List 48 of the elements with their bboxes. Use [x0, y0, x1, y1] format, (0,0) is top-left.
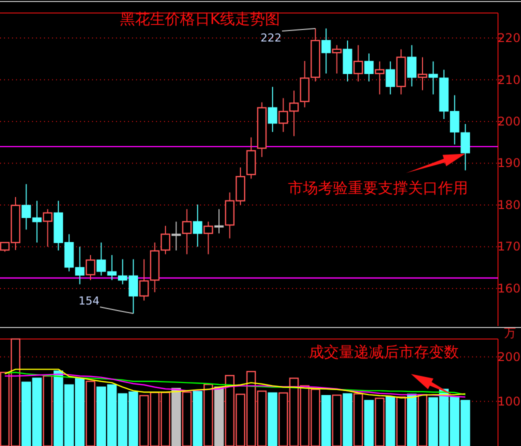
candlestick [150, 242, 160, 293]
y-tick-label: 180 [498, 198, 520, 212]
y-tick-label: 210 [498, 72, 520, 87]
bar [342, 393, 352, 446]
candlestick [171, 221, 181, 251]
bar [364, 400, 374, 446]
bar [332, 394, 342, 446]
chart-title: 黑花生价格日K线走势图 [120, 10, 280, 28]
y-tick-label: 190 [498, 156, 520, 170]
candlestick [42, 208, 52, 248]
bar [192, 391, 202, 446]
bar [353, 393, 364, 446]
bar [268, 392, 278, 446]
candlestick [460, 124, 470, 171]
y-tick-label: 200 [498, 350, 520, 364]
bar [396, 396, 406, 446]
candlestick [407, 44, 416, 87]
bar [171, 388, 181, 446]
bar [407, 394, 417, 446]
candlestick [321, 28, 331, 74]
candlestick [182, 208, 192, 255]
candlestick [418, 56, 428, 91]
bar [86, 380, 96, 446]
bar [321, 395, 331, 446]
y-tick-label: 100 [498, 394, 520, 408]
y-tick-label: 170 [498, 240, 520, 254]
bar [386, 396, 396, 446]
annotation: 222 [260, 32, 282, 44]
annotation: 成交量递减后市存变数 [309, 343, 459, 361]
bar [418, 394, 428, 446]
bar [42, 375, 52, 446]
y-tick-label: 220 [498, 31, 520, 46]
bar [204, 384, 214, 446]
bar [374, 398, 384, 446]
y-tick-label: 160 [498, 281, 520, 296]
bar [182, 391, 192, 446]
candlestick [353, 44, 364, 82]
candlestick [268, 86, 278, 132]
candlestick [374, 60, 384, 95]
candlestick [364, 52, 374, 82]
annotation: 154 [78, 294, 100, 308]
candlestick [214, 208, 224, 234]
bar [214, 386, 224, 446]
y-tick-label: 200 [498, 114, 520, 129]
candlestick [386, 60, 396, 95]
candlestick [192, 204, 202, 248]
y-axis-title: 万 [504, 326, 516, 340]
annotation: 市场考验重要支撑关口作用 [288, 179, 468, 197]
